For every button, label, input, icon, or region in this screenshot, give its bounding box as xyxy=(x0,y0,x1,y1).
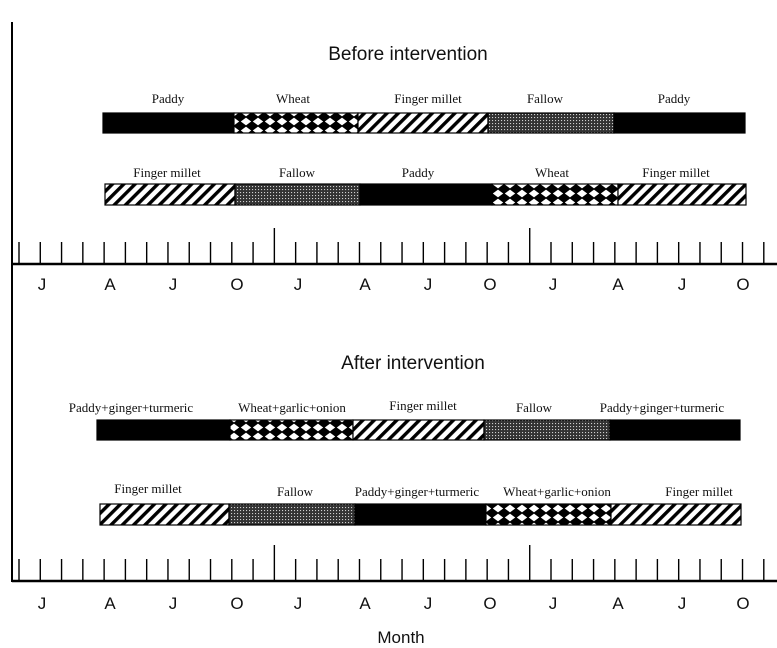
month-label: O xyxy=(483,275,496,294)
crop-label: Paddy+ginger+turmeric xyxy=(69,400,194,415)
crop-label: Paddy+ginger+turmeric xyxy=(355,484,480,499)
crop-label: Paddy+ginger+turmeric xyxy=(600,400,725,415)
crop-label: Paddy xyxy=(658,91,691,106)
crop-label: Wheat+garlic+onion xyxy=(238,400,346,415)
crop-segment-paddy xyxy=(613,112,746,134)
month-label: O xyxy=(483,594,496,613)
month-label: O xyxy=(230,275,243,294)
crop-segment-finger-millet xyxy=(610,503,742,526)
month-label: O xyxy=(736,275,749,294)
month-label: J xyxy=(549,594,558,613)
month-label: O xyxy=(736,594,749,613)
crop-label: Fallow xyxy=(516,400,553,415)
crop-label: Finger millet xyxy=(389,398,457,413)
crop-segment-fallow xyxy=(228,503,356,526)
crop-segment-paddy xyxy=(102,112,235,134)
month-label: J xyxy=(169,275,178,294)
month-axis-top: J A J O J A J O J A J O xyxy=(12,228,777,294)
rotation-row-before-1: Paddy Wheat Finger millet Fallow Paddy xyxy=(102,91,746,134)
crop-segment-paddy-ginger-turmeric xyxy=(354,503,487,526)
crop-segment-paddy-ginger-turmeric xyxy=(96,419,231,441)
crop-segment-fallow xyxy=(483,419,611,441)
crop-label: Finger millet xyxy=(133,165,201,180)
crop-label: Fallow xyxy=(279,165,316,180)
panel-title-before: Before intervention xyxy=(328,44,488,65)
crop-label: Finger millet xyxy=(665,484,733,499)
month-label: A xyxy=(612,275,624,294)
crop-label: Finger millet xyxy=(394,91,462,106)
crop-segment-finger-millet xyxy=(352,419,485,441)
axis-ticks xyxy=(18,545,765,581)
month-label: J xyxy=(294,594,303,613)
crop-label: Fallow xyxy=(527,91,564,106)
crop-segment-wheat-garlic-onion xyxy=(485,503,612,526)
month-label: J xyxy=(169,594,178,613)
rotation-row-after-2: Finger millet Fallow Paddy+ginger+turmer… xyxy=(99,481,742,526)
crop-segment-wheat xyxy=(233,112,359,134)
crop-segment-finger-millet xyxy=(104,183,236,206)
crop-label: Wheat xyxy=(535,165,569,180)
month-label: A xyxy=(359,275,371,294)
month-label: J xyxy=(678,275,687,294)
crop-segment-fallow xyxy=(234,183,361,206)
month-label: J xyxy=(38,275,47,294)
crop-label: Paddy xyxy=(402,165,435,180)
month-label: J xyxy=(549,275,558,294)
axis-ticks xyxy=(18,228,765,264)
month-label: O xyxy=(230,594,243,613)
month-label: A xyxy=(612,594,624,613)
crop-label: Paddy xyxy=(152,91,185,106)
month-label: J xyxy=(678,594,687,613)
crop-label: Wheat+garlic+onion xyxy=(503,484,611,499)
panel-before: Before intervention Paddy Wheat Finger m… xyxy=(102,44,747,206)
month-label: A xyxy=(359,594,371,613)
crop-segment-finger-millet xyxy=(617,183,747,206)
crop-label: Wheat xyxy=(276,91,310,106)
panel-title-after: After intervention xyxy=(341,353,485,374)
crop-label: Finger millet xyxy=(642,165,710,180)
panel-after: After intervention Paddy+ginger+turmeric… xyxy=(69,353,742,526)
month-label: J xyxy=(294,275,303,294)
crop-segment-finger-millet xyxy=(99,503,230,526)
crop-segment-paddy xyxy=(359,183,493,206)
month-axis-bottom: J A J O J A J O J A J O Month xyxy=(12,545,777,647)
crop-segment-paddy-ginger-turmeric xyxy=(609,419,741,441)
month-label: A xyxy=(104,275,116,294)
month-label: A xyxy=(104,594,116,613)
crop-segment-wheat-garlic-onion xyxy=(229,419,354,441)
rotation-row-after-1: Paddy+ginger+turmeric Wheat+garlic+onion… xyxy=(69,398,741,441)
axis-title: Month xyxy=(377,628,424,647)
crop-label: Finger millet xyxy=(114,481,182,496)
rotation-row-before-2: Finger millet Fallow Paddy Wheat Finger … xyxy=(104,165,747,206)
month-label: J xyxy=(424,594,433,613)
crop-label: Fallow xyxy=(277,484,314,499)
month-label: J xyxy=(424,275,433,294)
crop-segment-wheat xyxy=(491,183,619,206)
month-label: J xyxy=(38,594,47,613)
crop-segment-fallow xyxy=(487,112,615,134)
crop-segment-finger-millet xyxy=(357,112,489,134)
